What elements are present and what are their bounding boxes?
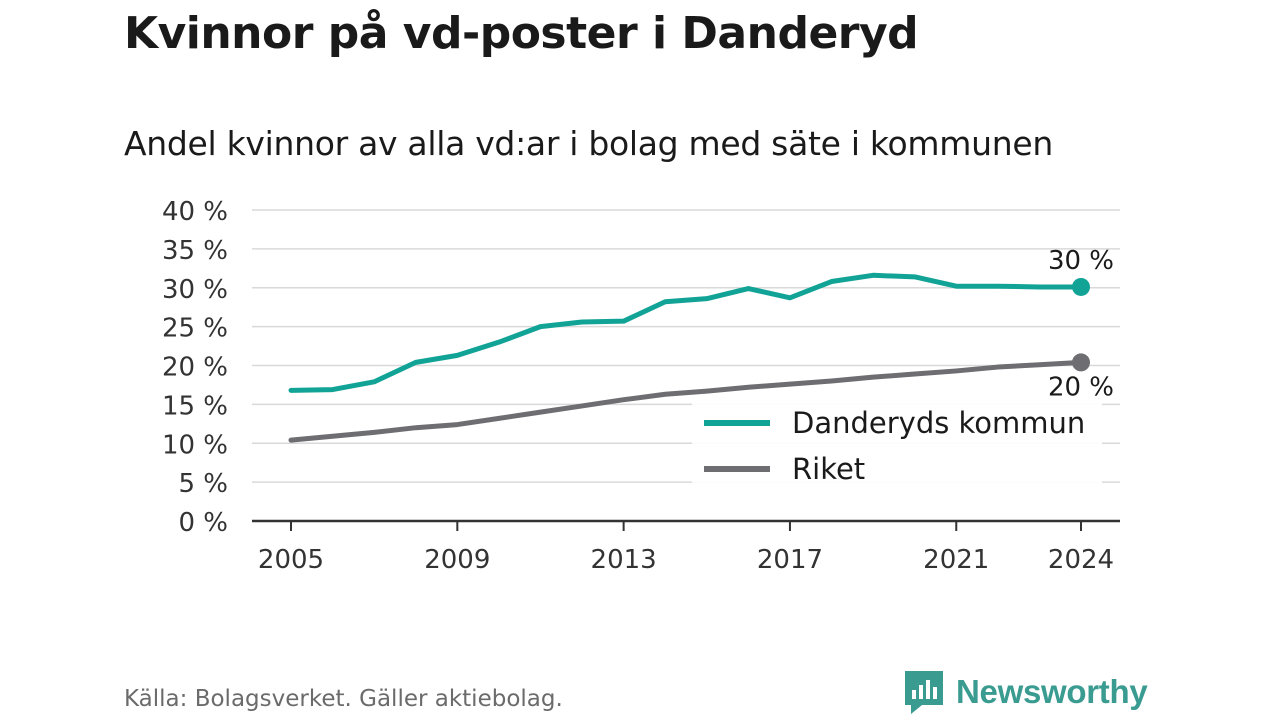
y-axis-tick-labels: 0 % 5 % 10 % 15 % 20 % 25 % 30 % 35 % 40 %: [162, 197, 228, 538]
legend: Danderyds kommun Riket: [692, 402, 1102, 488]
series-line-riket: [288, 359, 1084, 443]
series-lines: [288, 272, 1090, 443]
newsworthy-logo-icon: [905, 671, 943, 714]
y-tick-label: 15 %: [162, 391, 228, 421]
brand-name: Newsworthy: [956, 673, 1148, 710]
x-axis: 2005 2009 2013 2017 2021 2024: [252, 519, 1120, 575]
y-tick-label: 5 %: [178, 469, 228, 499]
legend-background: [692, 402, 1102, 488]
x-tick-label: 2021: [923, 545, 989, 575]
y-tick-label: 35 %: [162, 236, 228, 266]
x-tick-label: 2013: [591, 545, 657, 575]
series-line-danderyd: [288, 272, 1084, 393]
y-tick-label: 0 %: [178, 508, 228, 538]
end-labels: 30 % 20 %: [1048, 246, 1114, 402]
y-tick-label: 10 %: [162, 430, 228, 460]
chart-title: Kvinnor på vd-poster i Danderyd: [124, 8, 919, 59]
legend-label: Riket: [792, 452, 865, 486]
chart-subtitle: Andel kvinnor av alla vd:ar i bolag med …: [124, 124, 1053, 163]
series-end-point: [1072, 353, 1090, 372]
y-tick-label: 20 %: [162, 353, 228, 383]
x-tick-label: 2017: [757, 545, 823, 575]
grid-lines: [252, 209, 1120, 483]
end-label: 30 %: [1048, 246, 1114, 276]
y-tick-label: 40 %: [162, 197, 228, 227]
source-note: Källa: Bolagsverket. Gäller aktiebolag.: [124, 686, 563, 712]
series-end-point: [1072, 277, 1090, 296]
x-tick-label: 2024: [1048, 545, 1114, 575]
end-label: 20 %: [1048, 372, 1114, 402]
y-tick-label: 30 %: [162, 275, 228, 305]
x-tick-label: 2005: [258, 545, 324, 575]
brand-logo: Newsworthy: [902, 668, 1148, 716]
legend-label: Danderyds kommun: [792, 406, 1085, 440]
x-tick-label: 2009: [424, 545, 490, 575]
line-chart: 0 %5 %10 %15 %20 %25 %30 %35 %40 % 2005 2…: [162, 197, 1120, 575]
y-tick-label: 25 %: [162, 314, 228, 344]
